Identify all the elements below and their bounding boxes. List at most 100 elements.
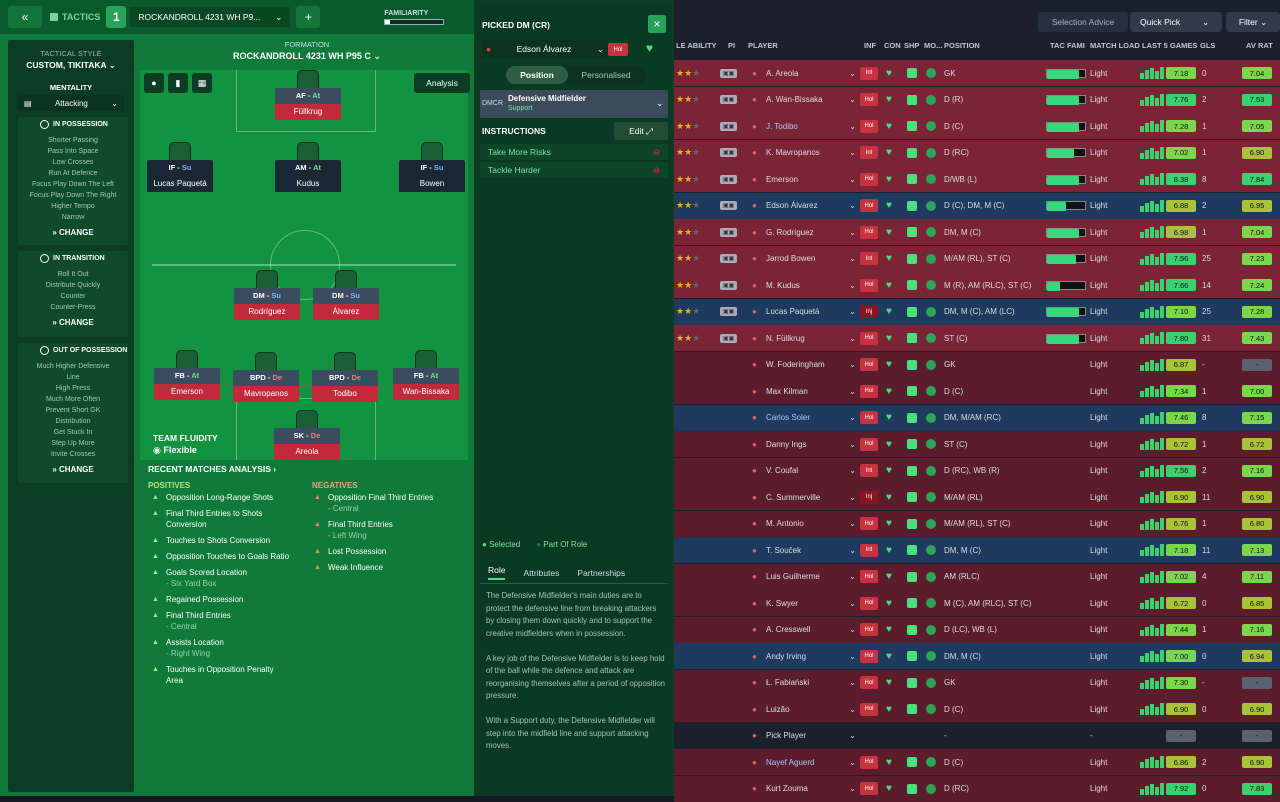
analysis-item[interactable]: ▲ Goals Scored Location - Six Yard Box xyxy=(152,567,312,589)
analysis-item[interactable]: ▲ Lost Possession xyxy=(314,546,474,557)
column-header[interactable]: CON xyxy=(884,41,901,50)
analysis-item[interactable]: ▲ Touches to Shots Conversion xyxy=(152,535,312,546)
table-row[interactable]: ● T. Souček ⌄ Int ♥ DM, M (C) Light 7.18 11 7.13 xyxy=(674,537,1280,563)
player-info-icon[interactable]: ▣▣ xyxy=(720,166,738,192)
pitch-player[interactable]: BPD - De Mavropanos xyxy=(233,352,299,404)
player-name-cell[interactable]: A. Wan-Bissaka ⌄ xyxy=(766,87,856,113)
column-header[interactable]: POSITION xyxy=(944,41,980,50)
analysis-item[interactable]: ▲ Final Third Entries to Shots Conversion xyxy=(152,508,312,530)
player-name-cell[interactable]: Ł. Fabiański ⌄ xyxy=(766,670,856,696)
table-row[interactable]: ★★ ★ ▣▣ ● G. Rodríguez ⌄ Hol ♥ DM, M (C) Light 6.9… xyxy=(674,219,1280,245)
player-info-icon[interactable]: ▣▣ xyxy=(720,87,738,113)
column-header[interactable]: MO... xyxy=(924,41,943,50)
analysis-item[interactable]: ▲ Assists Location - Right Wing xyxy=(152,637,312,659)
quick-pick-button[interactable]: Quick Pick ⌄ xyxy=(1130,12,1222,32)
table-row[interactable]: ★★ ★ ▣▣ ● Edson Álvarez ⌄ Hol ♥ D (C), DM, M (C)… xyxy=(674,192,1280,219)
player-info-icon[interactable]: ▣▣ xyxy=(720,325,738,351)
player-name-cell[interactable]: Andy Irving ⌄ xyxy=(766,643,856,669)
player-name-cell[interactable]: Edson Álvarez ⌄ xyxy=(766,193,856,219)
player-info-icon[interactable]: ▣▣ xyxy=(720,219,738,245)
table-row[interactable]: ● Andy Irving ⌄ Hol ♥ DM, M (C) Light 7.00 0 6.94 xyxy=(674,643,1280,669)
table-row[interactable]: ● M. Antonio ⌄ Hol ♥ M/AM (RL), ST (C) Light 6.… xyxy=(674,510,1280,537)
tab-attributes[interactable]: Attributes xyxy=(523,567,560,578)
player-name-cell[interactable]: M. Kudus ⌄ xyxy=(766,272,856,298)
table-row[interactable]: ★★ ★ ▣▣ ● N. Füllkrug ⌄ Hol ♥ ST (C) Light 7.80 31 7… xyxy=(674,325,1280,351)
player-name-cell[interactable]: G. Rodríguez ⌄ xyxy=(766,219,856,245)
analysis-item[interactable]: ▲ Regained Possession xyxy=(152,594,312,605)
mentality-select[interactable]: ▤ Attacking ⌄ xyxy=(18,95,124,111)
player-info-icon[interactable]: ▣▣ xyxy=(720,193,738,219)
analysis-item[interactable]: ▲ Opposition Final Third Entries - Central xyxy=(314,492,474,514)
table-row[interactable]: ● Max Kilman ⌄ Hol ♥ D (C) Light 7.34 1 7.00 xyxy=(674,378,1280,404)
player-name-cell[interactable]: W. Foderingham ⌄ xyxy=(766,352,856,378)
tab-role[interactable]: Role xyxy=(488,565,506,580)
column-header[interactable]: MATCH LOAD xyxy=(1090,41,1140,50)
player-info-icon[interactable]: ▣▣ xyxy=(720,246,738,272)
table-row[interactable]: ● V. Coufal ⌄ Int ♥ D (RC), WB (R) Light 7.56 2 7… xyxy=(674,457,1280,484)
pitch-player[interactable]: DM - Su Álvarez xyxy=(313,270,379,322)
table-row[interactable]: ● Nayef Aguerd ⌄ Hol ♥ D (C) Light 6.86 2 6.90 xyxy=(674,749,1280,775)
table-row[interactable]: ● C. Summerville ⌄ Inj ♥ M/AM (RL) Light 6.90 11… xyxy=(674,484,1280,510)
pitch-player[interactable]: SK - De Areola xyxy=(274,410,340,462)
column-header[interactable]: LAST 5 GAMES xyxy=(1142,41,1198,50)
player-name-cell[interactable]: C. Summerville ⌄ xyxy=(766,484,856,510)
instruction-row[interactable]: Take More Risks ⊖ xyxy=(480,144,668,160)
column-header[interactable]: INF xyxy=(864,41,877,50)
table-row[interactable]: ★★ ★ ▣▣ ● M. Kudus ⌄ Hol ♥ M (R), AM (RLC), ST (… xyxy=(674,272,1280,298)
tab-position[interactable]: Position xyxy=(506,66,568,84)
player-name-cell[interactable]: Luizão ⌄ xyxy=(766,696,856,722)
table-row[interactable]: ● Carlos Soler ⌄ Hol ♥ DM, M/AM (RC) Light 7.46… xyxy=(674,404,1280,431)
player-name-cell[interactable]: Luis Guilherme ⌄ xyxy=(766,564,856,590)
tactical-style[interactable]: TACTICAL STYLE CUSTOM, TIKITAKA ⌄ xyxy=(8,49,134,71)
remove-icon[interactable]: ⊖ xyxy=(652,164,660,175)
player-name-cell[interactable]: Lucas Paquetá ⌄ xyxy=(766,299,856,325)
pitch-player[interactable]: AM - At Kudus xyxy=(275,142,341,194)
pitch-player[interactable]: AF - At Füllkrug xyxy=(275,70,341,122)
column-header[interactable]: SHP xyxy=(904,41,920,50)
table-row[interactable]: ● Luizão ⌄ Hol ♥ D (C) Light 6.90 0 6.90 xyxy=(674,696,1280,722)
table-row[interactable]: ● A. Cresswell ⌄ Hol ♥ D (LC), WB (L) Light 7.4… xyxy=(674,616,1280,643)
tactic-select[interactable]: ROCKANDROLL 4231 WH P9... ⌄ xyxy=(130,7,291,27)
player-name-cell[interactable]: T. Souček ⌄ xyxy=(766,537,856,563)
role-select[interactable]: DMCR Defensive Midfielder Support ⌄ xyxy=(480,90,668,118)
pitch-player[interactable]: FB - At Wan-Bissaka xyxy=(393,350,459,402)
table-row[interactable]: ● W. Foderingham ⌄ Hol ♥ GK Light 6.87- - xyxy=(674,351,1280,378)
player-info-icon[interactable]: ▣▣ xyxy=(720,140,738,166)
table-row[interactable]: ★★ ★ ▣▣ ● A. Areola ⌄ Int ♥ GK Light 7.18 0 7.04 xyxy=(674,60,1280,86)
pitch-player[interactable]: IF - Su Bowen xyxy=(399,142,465,194)
edit-instructions-button[interactable]: Edit ⤢ xyxy=(614,122,668,140)
player-info-icon[interactable]: ▣▣ xyxy=(720,299,738,325)
filter-button[interactable]: Filter ⌄ xyxy=(1226,12,1280,32)
bar-chart-icon[interactable]: ▮ xyxy=(168,73,188,93)
player-name-cell[interactable]: Nayef Aguerd ⌄ xyxy=(766,749,856,775)
table-row[interactable]: ★★ ★ ▣▣ ● J. Todibo ⌄ Hol ♥ D (C) Light 7.28 1 7.05 xyxy=(674,113,1280,139)
back-button[interactable]: « xyxy=(8,6,42,28)
tab-partnerships[interactable]: Partnerships xyxy=(577,567,626,578)
player-name-cell[interactable]: V. Coufal ⌄ xyxy=(766,458,856,484)
player-name-cell[interactable]: M. Antonio ⌄ xyxy=(766,511,856,537)
analysis-item[interactable]: ▲ Touches in Opposition Penalty Area xyxy=(152,664,312,686)
player-info-icon[interactable]: ▣▣ xyxy=(720,60,738,86)
analysis-item[interactable]: ▲ Weak Influence xyxy=(314,562,474,573)
out-of-possession-change-button[interactable]: » CHANGE xyxy=(52,465,94,474)
player-info-icon[interactable]: ▣▣ xyxy=(720,113,738,139)
in-transition-change-button[interactable]: » CHANGE xyxy=(52,318,94,327)
table-row[interactable]: ● Ł. Fabiański ⌄ Hol ♥ GK Light 7.30- - xyxy=(674,669,1280,696)
column-header[interactable]: LE ABILITY xyxy=(676,41,717,50)
table-row[interactable]: ● Luis Guilherme ⌄ Hol ♥ AM (RLC) Light 7.02 4 7.… xyxy=(674,563,1280,590)
instruction-row[interactable]: Tackle Harder ⊖ xyxy=(480,162,668,178)
table-row[interactable]: ★★ ★ ▣▣ ● Emerson ⌄ Hol ♥ D/WB (L) Light 8.38 8 7.84 xyxy=(674,166,1280,192)
analysis-item[interactable]: ▲ Final Third Entries - Central xyxy=(152,610,312,632)
tactic-slot[interactable]: 1 xyxy=(106,6,127,28)
table-row[interactable]: ● K. Swyer ⌄ Hol ♥ M (C), AM (RLC), ST (C) Lig… xyxy=(674,590,1280,616)
column-header[interactable]: TAC FAMI xyxy=(1050,41,1085,50)
player-name-cell[interactable]: Pick Player ⌄ xyxy=(766,723,856,749)
add-tactic-button[interactable]: + xyxy=(296,6,321,28)
column-header[interactable]: AV RAT xyxy=(1246,41,1273,50)
table-row[interactable]: ★★ ★ ▣▣ ● A. Wan-Bissaka ⌄ Hol ♥ D (R) Light 7.76 2… xyxy=(674,86,1280,113)
player-name-cell[interactable]: A. Cresswell ⌄ xyxy=(766,617,856,643)
player-name-cell[interactable]: K. Swyer ⌄ xyxy=(766,590,856,616)
player-name-cell[interactable]: Emerson ⌄ xyxy=(766,166,856,192)
player-name-cell[interactable]: Carlos Soler ⌄ xyxy=(766,405,856,431)
player-name-cell[interactable]: K. Mavropanos ⌄ xyxy=(766,140,856,166)
